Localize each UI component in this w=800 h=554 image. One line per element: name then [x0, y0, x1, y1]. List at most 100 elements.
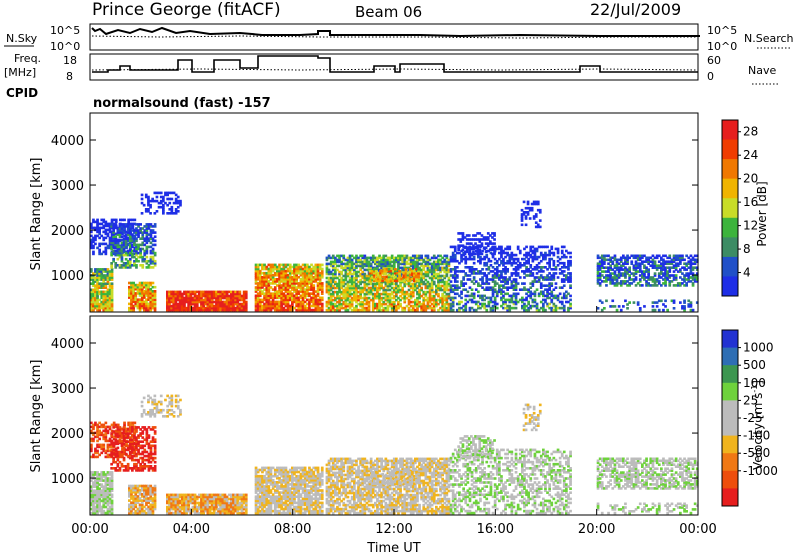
echo-cell	[295, 276, 298, 279]
echo-cell	[286, 298, 290, 302]
echo-cell	[506, 286, 509, 289]
echo-cell	[539, 290, 543, 294]
echo-cell	[280, 294, 283, 298]
echo-cell	[269, 271, 273, 275]
echo-cell	[295, 300, 298, 304]
echo-cell	[273, 282, 277, 285]
echo-cell	[662, 260, 665, 263]
echo-cell	[374, 282, 377, 286]
echo-cell	[350, 276, 354, 280]
echo-cell	[135, 249, 138, 253]
echo-cell	[657, 264, 661, 267]
echo-cell	[120, 223, 124, 226]
echo-cell	[424, 308, 428, 312]
echo-cell	[166, 191, 169, 195]
echo-cell	[320, 306, 324, 310]
echo-cell	[371, 292, 375, 296]
echo-cell	[92, 483, 95, 486]
echo-cell	[422, 300, 426, 304]
echo-cell	[374, 266, 377, 270]
echo-cell	[459, 238, 463, 241]
echo-cell	[102, 290, 106, 294]
echo-cell	[441, 308, 444, 312]
echo-cell	[365, 268, 369, 272]
echo-cell	[256, 263, 260, 267]
echo-cell	[437, 254, 440, 258]
echo-cell	[460, 290, 463, 294]
echo-cell	[236, 294, 240, 298]
echo-cell	[234, 292, 237, 296]
echo-cell	[344, 304, 348, 308]
echo-cell	[306, 302, 309, 306]
echo-cell	[457, 232, 460, 235]
echo-cell	[100, 278, 104, 281]
echo-cell	[110, 262, 113, 265]
echo-cell	[392, 294, 396, 298]
echo-cell	[372, 271, 376, 275]
echo-cell	[344, 272, 348, 276]
echo-cell	[128, 285, 131, 289]
echo-cell	[122, 245, 126, 249]
echo-cell	[409, 256, 413, 260]
echo-cell	[529, 286, 533, 289]
echo-cell	[256, 278, 260, 281]
echo-cell	[232, 298, 235, 302]
echo-cell	[472, 234, 475, 237]
echo-cell	[147, 210, 150, 213]
echo-cell	[437, 276, 440, 280]
echo-cell	[392, 300, 396, 304]
echo-cell	[219, 306, 222, 310]
echo-cell	[424, 290, 428, 294]
echo-cell	[395, 284, 398, 288]
echo-cell	[386, 288, 390, 292]
echo-cell	[399, 294, 402, 298]
echo-cell	[615, 284, 619, 287]
echo-cell	[403, 282, 407, 286]
echo-cell	[382, 266, 386, 270]
echo-cell	[397, 284, 400, 288]
echo-cell	[605, 280, 608, 283]
echo-cell	[149, 306, 153, 310]
echo-cell	[399, 302, 402, 306]
echo-cell	[180, 294, 184, 298]
echo-cell	[127, 220, 130, 224]
echo-cell	[306, 280, 309, 283]
echo-cell	[187, 298, 190, 302]
echo-cell	[308, 282, 311, 285]
echo-cell	[342, 306, 346, 310]
echo-cell	[388, 304, 392, 308]
echo-cell	[147, 285, 150, 289]
echo-cell	[552, 268, 556, 271]
echo-cell	[108, 274, 112, 277]
echo-cell	[271, 294, 275, 298]
echo-cell	[489, 298, 493, 302]
echo-cell	[295, 269, 298, 273]
echo-cell	[312, 304, 316, 308]
echo-cell	[346, 308, 350, 312]
echo-cell	[267, 284, 271, 287]
echo-cell	[367, 296, 371, 300]
echo-cell	[278, 290, 281, 293]
echo-cell	[560, 306, 564, 310]
echo-cell	[265, 292, 269, 295]
echo-cell	[98, 292, 101, 296]
echo-cell	[636, 270, 640, 273]
echo-cell	[664, 274, 667, 277]
echo-cell	[124, 251, 128, 255]
echo-cell	[380, 260, 383, 264]
echo-cell	[348, 290, 352, 294]
echo-cell	[133, 252, 137, 256]
echo-cell	[535, 247, 539, 251]
echo-cell	[179, 203, 182, 207]
echo-cell	[187, 296, 190, 300]
echo-cell	[552, 261, 556, 265]
echo-cell	[506, 268, 509, 271]
echo-cell	[293, 286, 296, 289]
echo-cell	[437, 272, 440, 276]
echo-cell	[416, 284, 419, 288]
echo-cell	[110, 270, 114, 273]
echo-cell	[556, 251, 560, 255]
echo-cell	[407, 300, 411, 304]
echo-cell	[468, 278, 472, 281]
echo-cell	[456, 259, 459, 263]
